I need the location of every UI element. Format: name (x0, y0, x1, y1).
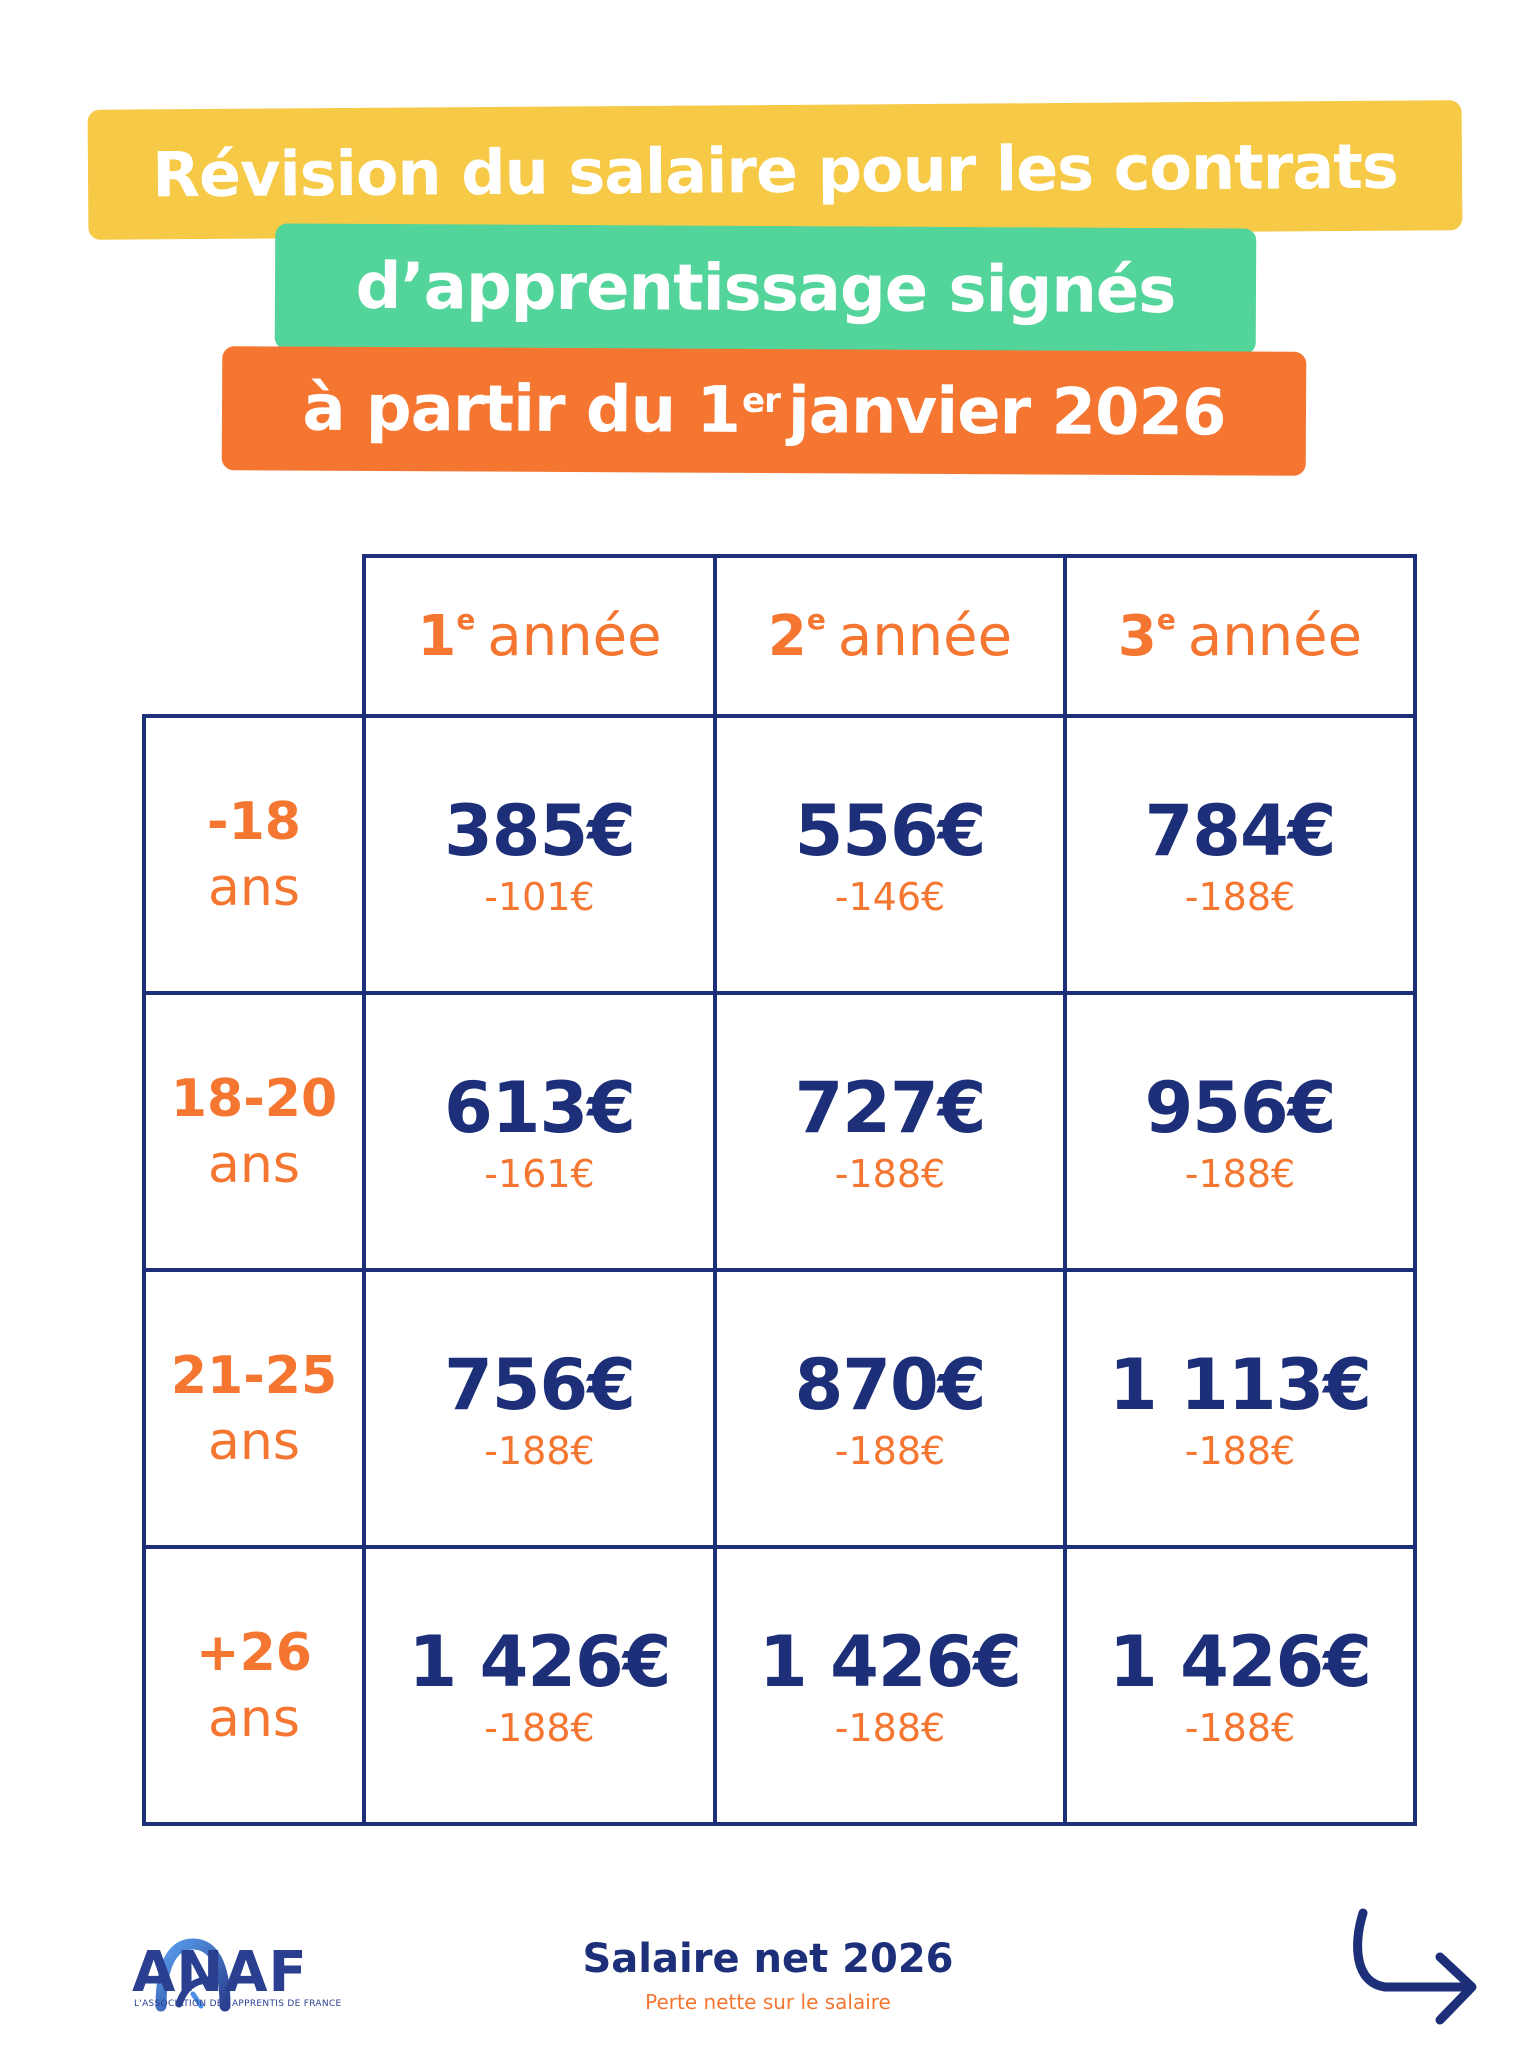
salary-loss: -188€ (1184, 1151, 1296, 1196)
salary-cell: 756€ -188€ (362, 1268, 717, 1549)
age-range: -18 (207, 791, 301, 852)
net-salary: 613€ (444, 1066, 636, 1149)
salary-cell: 727€ -188€ (713, 991, 1067, 1272)
title-line-3-text: à partir du 1 (302, 371, 741, 448)
footer-title: Salaire net 2026 (582, 1936, 954, 1982)
salary-loss: -161€ (484, 1151, 595, 1196)
column-header-label: année (1187, 603, 1363, 669)
salary-loss: -188€ (1184, 1705, 1296, 1750)
title-line-3: à partir du 1 er janvier 2026 (221, 346, 1307, 476)
net-salary: 1 426€ (408, 1620, 672, 1703)
salary-cell: 1 426€ -188€ (362, 1545, 717, 1826)
net-salary: 784€ (1144, 789, 1337, 872)
net-salary: 1 426€ (759, 1620, 1022, 1703)
column-header-number: 2 (767, 603, 807, 669)
logo-name: ANAF (132, 1940, 308, 2005)
salary-cell: 956€ -188€ (1063, 991, 1417, 1272)
age-unit: ans (208, 1688, 300, 1749)
column-header-year-2: 2e année (713, 554, 1067, 718)
salary-cell: 1 426€ -188€ (1063, 1545, 1417, 1826)
net-salary: 727€ (794, 1066, 987, 1149)
row-header-21-25: 21-25 ans (142, 1268, 366, 1549)
salary-cell: 784€ -188€ (1063, 714, 1417, 995)
column-header-number: 1 (417, 603, 457, 669)
title-line-3-superscript: er (741, 380, 781, 422)
salary-cell: 556€ -146€ (713, 714, 1067, 995)
salary-loss: -146€ (834, 874, 946, 919)
title-line-1-text: Révision du salaire pour les contrats (152, 129, 1398, 211)
column-header-year-1: 1e année (362, 554, 717, 718)
salary-loss: -188€ (1184, 874, 1296, 919)
age-unit: ans (208, 1134, 300, 1195)
row-header-under-18: -18 ans (142, 714, 366, 995)
net-salary: 556€ (794, 789, 987, 872)
net-salary: 385€ (444, 789, 636, 872)
salary-cell: 1 113€ -188€ (1063, 1268, 1417, 1549)
age-range: 18-20 (170, 1068, 338, 1129)
column-header-number: 3 (1117, 603, 1157, 669)
column-header-year-3: 3e année (1063, 554, 1417, 718)
salary-loss: -188€ (484, 1705, 595, 1750)
title-line-1: Révision du salaire pour les contrats (87, 100, 1463, 240)
age-range: +26 (196, 1622, 312, 1683)
net-salary: 1 426€ (1109, 1620, 1372, 1703)
net-salary: 1 113€ (1109, 1343, 1372, 1426)
footer-subtitle: Perte nette sur le salaire (645, 1990, 891, 2014)
column-header-superscript: e (806, 602, 826, 636)
title-line-2-text: d’apprentissage signés (355, 249, 1176, 329)
row-header-over-26: +26 ans (142, 1545, 366, 1826)
age-range: 21-25 (170, 1345, 338, 1406)
curved-arrow-right-icon[interactable] (1345, 1905, 1485, 2035)
salary-cell: 613€ -161€ (362, 991, 717, 1272)
salary-cell: 870€ -188€ (713, 1268, 1067, 1549)
salary-loss: -188€ (834, 1151, 946, 1196)
salary-cell: 1 426€ -188€ (713, 1545, 1067, 1826)
anaf-arch-icon (155, 1938, 231, 2012)
salary-loss: -188€ (484, 1428, 595, 1473)
age-unit: ans (208, 1411, 300, 1472)
row-header-18-20: 18-20 ans (142, 991, 366, 1272)
salary-loss: -101€ (484, 874, 595, 919)
age-unit: ans (208, 857, 300, 918)
salary-loss: -188€ (834, 1705, 946, 1750)
column-header-label: année (487, 603, 662, 669)
title-line-3-date: janvier 2026 (787, 374, 1226, 451)
column-header-superscript: e (1156, 602, 1176, 636)
salary-loss: -188€ (834, 1428, 946, 1473)
net-salary: 956€ (1144, 1066, 1337, 1149)
salary-cell: 385€ -101€ (362, 714, 717, 995)
salary-loss: -188€ (1184, 1428, 1296, 1473)
net-salary: 870€ (794, 1343, 987, 1426)
column-header-label: année (837, 603, 1013, 669)
title-line-2: d’apprentissage signés (274, 223, 1257, 355)
net-salary: 756€ (444, 1343, 636, 1426)
logo-tagline: L'ASSOCIATION DES APPRENTIS DE FRANCE (134, 1999, 342, 2009)
column-header-superscript: e (456, 602, 476, 636)
